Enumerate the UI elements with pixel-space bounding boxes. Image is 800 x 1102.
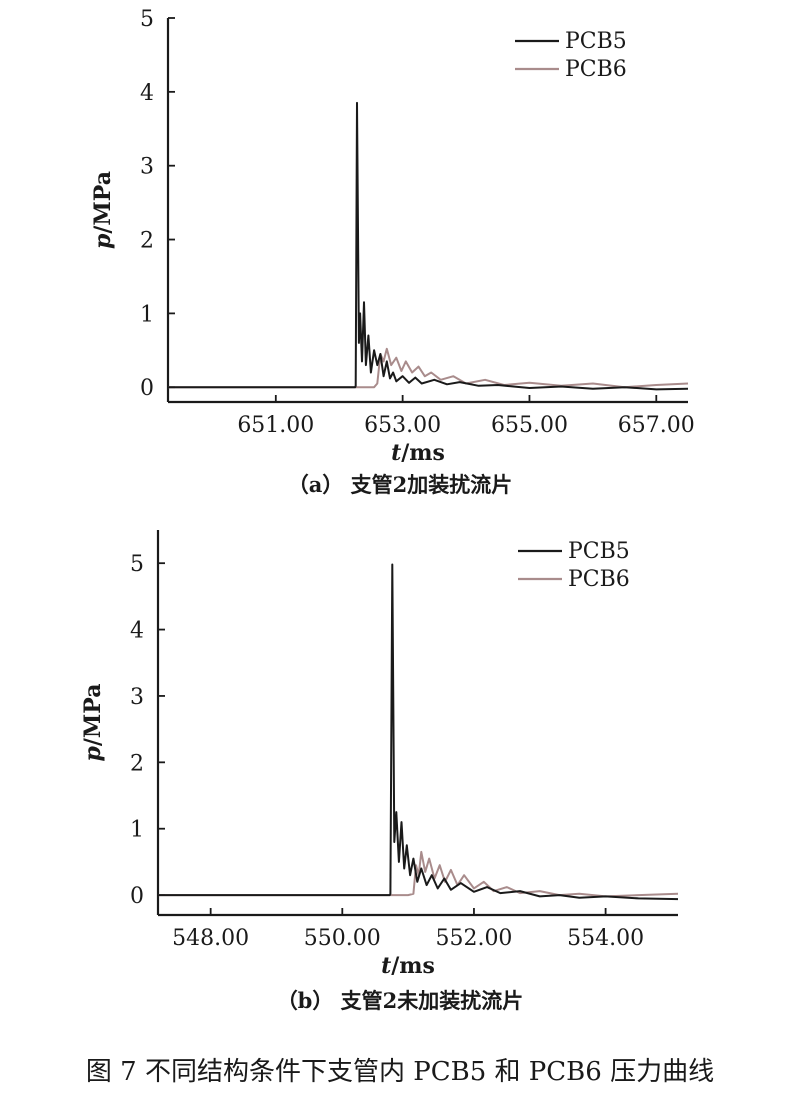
x-axis-label: t/ms — [391, 440, 445, 466]
y-tick-label: 1 — [130, 818, 144, 843]
x-tick-label: 653.00 — [364, 413, 441, 438]
series-line-pcb5 — [158, 563, 679, 901]
x-axis-label: t/ms — [381, 953, 435, 979]
y-tick-label: 4 — [140, 81, 154, 106]
y-tick-label: 2 — [130, 751, 144, 776]
subplot-b: 0 1 2 3 4 5 548.00 550.00 552.00 554.00 t/ms p/MPa P… — [80, 530, 679, 1013]
legend-label-pcb6: PCB6 — [568, 567, 630, 592]
y-tick-label: 1 — [140, 302, 154, 327]
series-line-pcb5 — [168, 101, 689, 391]
y-tick-label: 0 — [130, 884, 144, 909]
subplot-caption: （a） 支管2加装扰流片 — [288, 472, 513, 497]
y-axis-label: p/MPa — [90, 171, 116, 249]
y-tick-label: 3 — [140, 155, 154, 180]
subplot-caption: （b） 支管2未加装扰流片 — [277, 988, 524, 1013]
x-tick-label: 548.00 — [172, 926, 249, 951]
x-tick-label: 655.00 — [491, 413, 568, 438]
y-tick-label: 5 — [140, 7, 154, 32]
legend-label-pcb5: PCB5 — [568, 539, 630, 564]
x-tick-label: 554.00 — [567, 926, 644, 951]
y-axis-label: p/MPa — [80, 684, 106, 762]
x-tick-label: 550.00 — [304, 926, 381, 951]
y-tick-label: 3 — [130, 685, 144, 710]
y-tick-label: 4 — [130, 619, 144, 644]
series-line-pcb6 — [158, 850, 679, 898]
x-tick-label: 552.00 — [435, 926, 512, 951]
x-tick-label: 651.00 — [237, 413, 314, 438]
legend-label-pcb5: PCB5 — [565, 29, 627, 54]
legend-label-pcb6: PCB6 — [565, 57, 627, 82]
y-tick-label: 2 — [140, 229, 154, 254]
y-tick-label: 5 — [130, 552, 144, 577]
subplot-a: 0 1 2 3 4 5 651.00 653.00 655.00 657.00 t/ms p/MPa P… — [90, 7, 695, 497]
y-tick-label: 0 — [140, 376, 154, 401]
figure-caption: 图 7 不同结构条件下支管内 PCB5 和 PCB6 压力曲线 — [86, 1057, 714, 1087]
x-tick-label: 657.00 — [618, 413, 695, 438]
